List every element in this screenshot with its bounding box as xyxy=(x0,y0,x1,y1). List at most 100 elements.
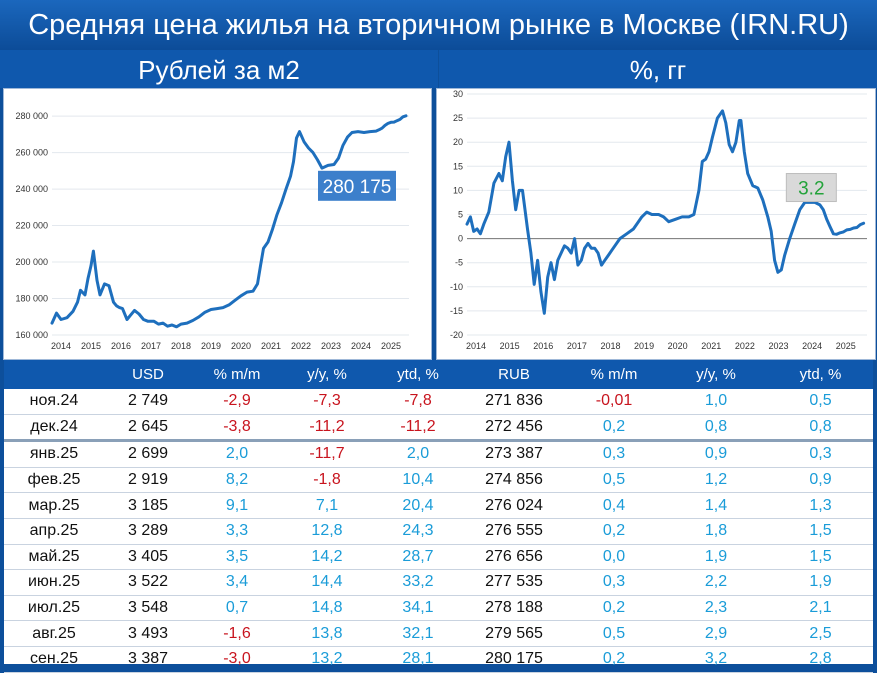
table-cell: 1,5 xyxy=(768,518,873,545)
table-cell: 0,7 xyxy=(192,595,282,622)
table-cell: -7,8 xyxy=(372,389,464,415)
table-row: июн.25 3 522 3,4 14,4 33,2 277 535 0,3 2,2 1,9 xyxy=(4,569,873,596)
table-row: ноя.24 2 749 -2,9 -7,3 -7,8 271 836 -0,01 1,0 0,… xyxy=(4,389,873,415)
page-title: Средняя цена жилья на вторичном рынке в … xyxy=(0,0,877,50)
column-header: y/y, % xyxy=(282,360,372,389)
column-header: % m/m xyxy=(564,360,664,389)
table-cell: -2,9 xyxy=(192,389,282,415)
table-cell: 0,8 xyxy=(768,414,873,443)
table-cell: 3 387 xyxy=(104,646,192,673)
row-label-cell: дек.24 xyxy=(4,414,104,443)
table-cell: -11,7 xyxy=(282,440,372,468)
table-cell: 1,0 xyxy=(664,389,768,415)
table-cell: 2 749 xyxy=(104,389,192,415)
row-label-cell: июл.25 xyxy=(4,595,104,622)
table-cell: 24,3 xyxy=(372,518,464,545)
row-label-cell: май.25 xyxy=(4,544,104,571)
table-cell: 0,2 xyxy=(564,595,664,622)
right-chart-heading: %, гг xyxy=(439,50,877,88)
table-cell: 14,4 xyxy=(282,569,372,596)
table-cell: 3,4 xyxy=(192,569,282,596)
yoy-chart-panel: -20 -15 -10 -5 0 5 10 15 20 25 30 2014 2015 2016 2017 2… xyxy=(436,88,876,360)
table-cell: 0,5 xyxy=(564,620,664,647)
x-tick-label: 2014 xyxy=(51,341,71,351)
y-tick-label: 200 000 xyxy=(15,257,48,267)
x-tick-label: 2023 xyxy=(321,341,341,351)
y-tick-label: -20 xyxy=(450,330,463,340)
table-cell: 13,2 xyxy=(282,646,372,673)
x-tick-label: 2020 xyxy=(668,341,688,351)
table-row: авг.25 3 493 -1,6 13,8 32,1 279 565 0,5 2,9 2,5 xyxy=(4,620,873,647)
y-tick-label: 5 xyxy=(458,210,463,220)
table-cell: 0,0 xyxy=(564,544,664,571)
table-cell: 2,0 xyxy=(192,440,282,468)
table-cell: 3 548 xyxy=(104,595,192,622)
y-tick-label: 0 xyxy=(458,234,463,244)
table-cell: -11,2 xyxy=(372,414,464,443)
value-callout-label: 3.2 xyxy=(798,179,824,200)
column-header: y/y, % xyxy=(664,360,768,389)
y-tick-label: 20 xyxy=(453,137,463,147)
table-cell: -3,8 xyxy=(192,414,282,443)
column-header: USD xyxy=(104,360,192,389)
table-cell: 1,9 xyxy=(768,569,873,596)
table-cell: 0,2 xyxy=(564,518,664,545)
row-label-cell: июн.25 xyxy=(4,569,104,596)
table-cell: 7,1 xyxy=(282,492,372,519)
row-label-cell: ноя.24 xyxy=(4,389,104,415)
table-cell: 272 456 xyxy=(464,414,564,443)
table-cell: 3 289 xyxy=(104,518,192,545)
x-tick-label: 2015 xyxy=(500,341,520,351)
table-cell: 0,5 xyxy=(564,467,664,494)
row-label-cell: авг.25 xyxy=(4,620,104,647)
table-cell: 28,1 xyxy=(372,646,464,673)
x-tick-label: 2018 xyxy=(600,341,620,351)
table-cell: 274 856 xyxy=(464,467,564,494)
column-header xyxy=(4,360,104,389)
price-chart-panel: 160 000 180 000 200 000 220 000 240 000 260 0… xyxy=(3,88,432,360)
table-cell: 3 522 xyxy=(104,569,192,596)
x-tick-label: 2021 xyxy=(701,341,721,351)
table-cell: 2 699 xyxy=(104,440,192,468)
value-callout-box xyxy=(785,173,837,203)
table-cell: 1,3 xyxy=(768,492,873,519)
y-tick-label: 10 xyxy=(453,185,463,195)
table-cell: 13,8 xyxy=(282,620,372,647)
table-cell: 0,3 xyxy=(768,440,873,468)
table-cell: 0,9 xyxy=(664,440,768,468)
table-cell: 9,1 xyxy=(192,492,282,519)
table-cell: 1,9 xyxy=(664,544,768,571)
y-tick-label: -15 xyxy=(450,306,463,316)
table-header-row: USD% m/m y/y, % ytd, % RUB% m/m y/y, % ytd, % xyxy=(4,360,873,389)
left-chart-heading: Рублей за м2 xyxy=(0,50,438,88)
table-cell: 2,8 xyxy=(768,646,873,673)
table-cell: 32,1 xyxy=(372,620,464,647)
table-cell: 0,5 xyxy=(768,389,873,415)
table-row: апр.25 3 289 3,3 12,8 24,3 276 555 0,2 1,8 1,5 xyxy=(4,518,873,545)
table-cell: 3 185 xyxy=(104,492,192,519)
table-cell: 3,3 xyxy=(192,518,282,545)
table-cell: 1,8 xyxy=(664,518,768,545)
table-cell: 276 555 xyxy=(464,518,564,545)
row-label-cell: янв.25 xyxy=(4,440,104,468)
x-tick-label: 2025 xyxy=(836,341,856,351)
price-line-chart: 160 000 180 000 200 000 220 000 240 000 260 0… xyxy=(15,111,409,351)
table-cell: -3,0 xyxy=(192,646,282,673)
x-tick-label: 2021 xyxy=(261,341,281,351)
table-cell: 278 188 xyxy=(464,595,564,622)
table-cell: -7,3 xyxy=(282,389,372,415)
table-row: фев.25 2 919 8,2 -1,8 10,4 274 856 0,5 1,2 0,9 xyxy=(4,467,873,494)
table-cell: 12,8 xyxy=(282,518,372,545)
y-tick-label: 280 000 xyxy=(15,111,48,121)
table-cell: 280 175 xyxy=(464,646,564,673)
table-cell: 0,2 xyxy=(564,414,664,443)
x-tick-label: 2017 xyxy=(567,341,587,351)
table-cell: 1,4 xyxy=(664,492,768,519)
column-header: ytd, % xyxy=(372,360,464,389)
column-header: ytd, % xyxy=(768,360,873,389)
table-cell: 273 387 xyxy=(464,440,564,468)
table-cell: 20,4 xyxy=(372,492,464,519)
table-cell: 2,1 xyxy=(768,595,873,622)
y-tick-label: 220 000 xyxy=(15,221,48,231)
